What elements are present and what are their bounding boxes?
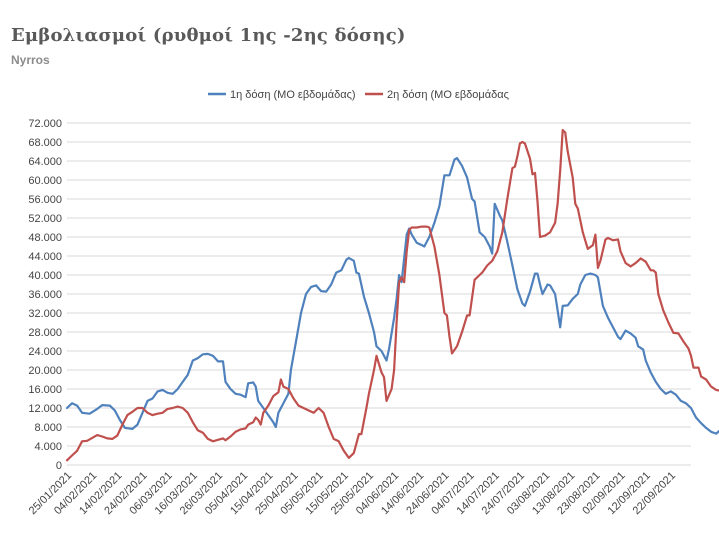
- y-tick-label: 32.000: [28, 308, 62, 320]
- y-tick-label: 0: [56, 460, 62, 472]
- y-tick-label: 12.000: [28, 403, 62, 415]
- y-tick-label: 68.000: [28, 137, 62, 149]
- y-tick-label: 64.000: [28, 156, 62, 168]
- series-lines: [65, 129, 719, 462]
- y-tick-label: 52.000: [28, 213, 62, 225]
- series-line-1: [65, 157, 719, 435]
- y-tick-label: 40.000: [28, 270, 62, 282]
- x-axis-ticks: 25/01/202104/02/202114/02/202124/02/2021…: [27, 470, 678, 517]
- y-tick-label: 56.000: [28, 194, 62, 206]
- y-tick-label: 28.000: [28, 327, 62, 339]
- y-tick-label: 60.000: [28, 175, 62, 187]
- y-tick-label: 72.000: [28, 118, 62, 130]
- y-tick-label: 4.000: [34, 441, 62, 453]
- legend: 1η δόση (ΜΟ εβδομάδας) 2η δόση (ΜΟ εβδομά…: [208, 89, 509, 101]
- y-axis-ticks: 0 4.000 8.000 12.000 16.000 20.000 24.000 28.00…: [28, 118, 62, 472]
- chart-title: Εμβολιασμοί (ρυθμοί 1ης -2ης δόσης): [11, 25, 406, 46]
- y-tick-label: 36.000: [28, 289, 62, 301]
- y-tick-label: 8.000: [34, 422, 62, 434]
- y-tick-label: 44.000: [28, 251, 62, 263]
- legend-label-2: 2η δόση (ΜΟ εβδομάδας: [387, 89, 509, 101]
- y-tick-label: 16.000: [28, 384, 62, 396]
- series-line-2: [65, 129, 719, 462]
- gridlines: [67, 122, 691, 466]
- y-tick-label: 24.000: [28, 346, 62, 358]
- y-tick-label: 20.000: [28, 365, 62, 377]
- legend-label-1: 1η δόση (ΜΟ εβδομάδας): [230, 89, 356, 101]
- chart-subtitle: Nyrros: [11, 53, 50, 67]
- y-tick-label: 48.000: [28, 232, 62, 244]
